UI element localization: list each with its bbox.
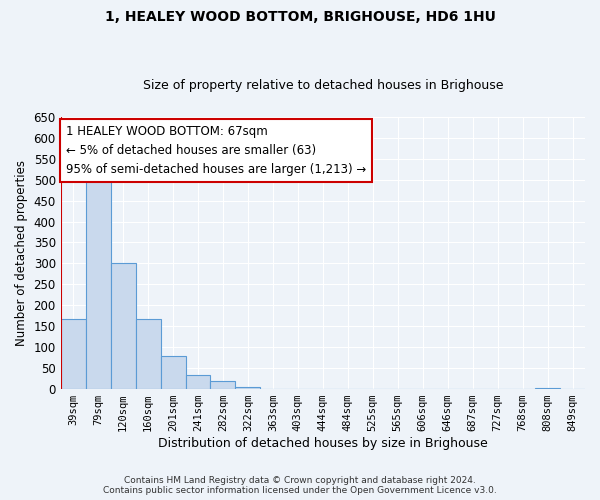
Bar: [211, 380, 235, 389]
X-axis label: Distribution of detached houses by size in Brighouse: Distribution of detached houses by size …: [158, 437, 488, 450]
Bar: [535, 388, 560, 389]
Text: 1, HEALEY WOOD BOTTOM, BRIGHOUSE, HD6 1HU: 1, HEALEY WOOD BOTTOM, BRIGHOUSE, HD6 1H…: [104, 10, 496, 24]
Bar: [235, 387, 260, 389]
Title: Size of property relative to detached houses in Brighouse: Size of property relative to detached ho…: [143, 79, 503, 92]
Bar: [161, 356, 185, 389]
Bar: [136, 318, 161, 389]
Y-axis label: Number of detached properties: Number of detached properties: [15, 160, 28, 346]
Text: Contains HM Land Registry data © Crown copyright and database right 2024.
Contai: Contains HM Land Registry data © Crown c…: [103, 476, 497, 495]
Bar: [61, 318, 86, 389]
Bar: [86, 175, 110, 389]
Bar: [185, 376, 211, 389]
Text: 1 HEALEY WOOD BOTTOM: 67sqm
← 5% of detached houses are smaller (63)
95% of semi: 1 HEALEY WOOD BOTTOM: 67sqm ← 5% of deta…: [66, 125, 366, 176]
Bar: [110, 262, 136, 389]
